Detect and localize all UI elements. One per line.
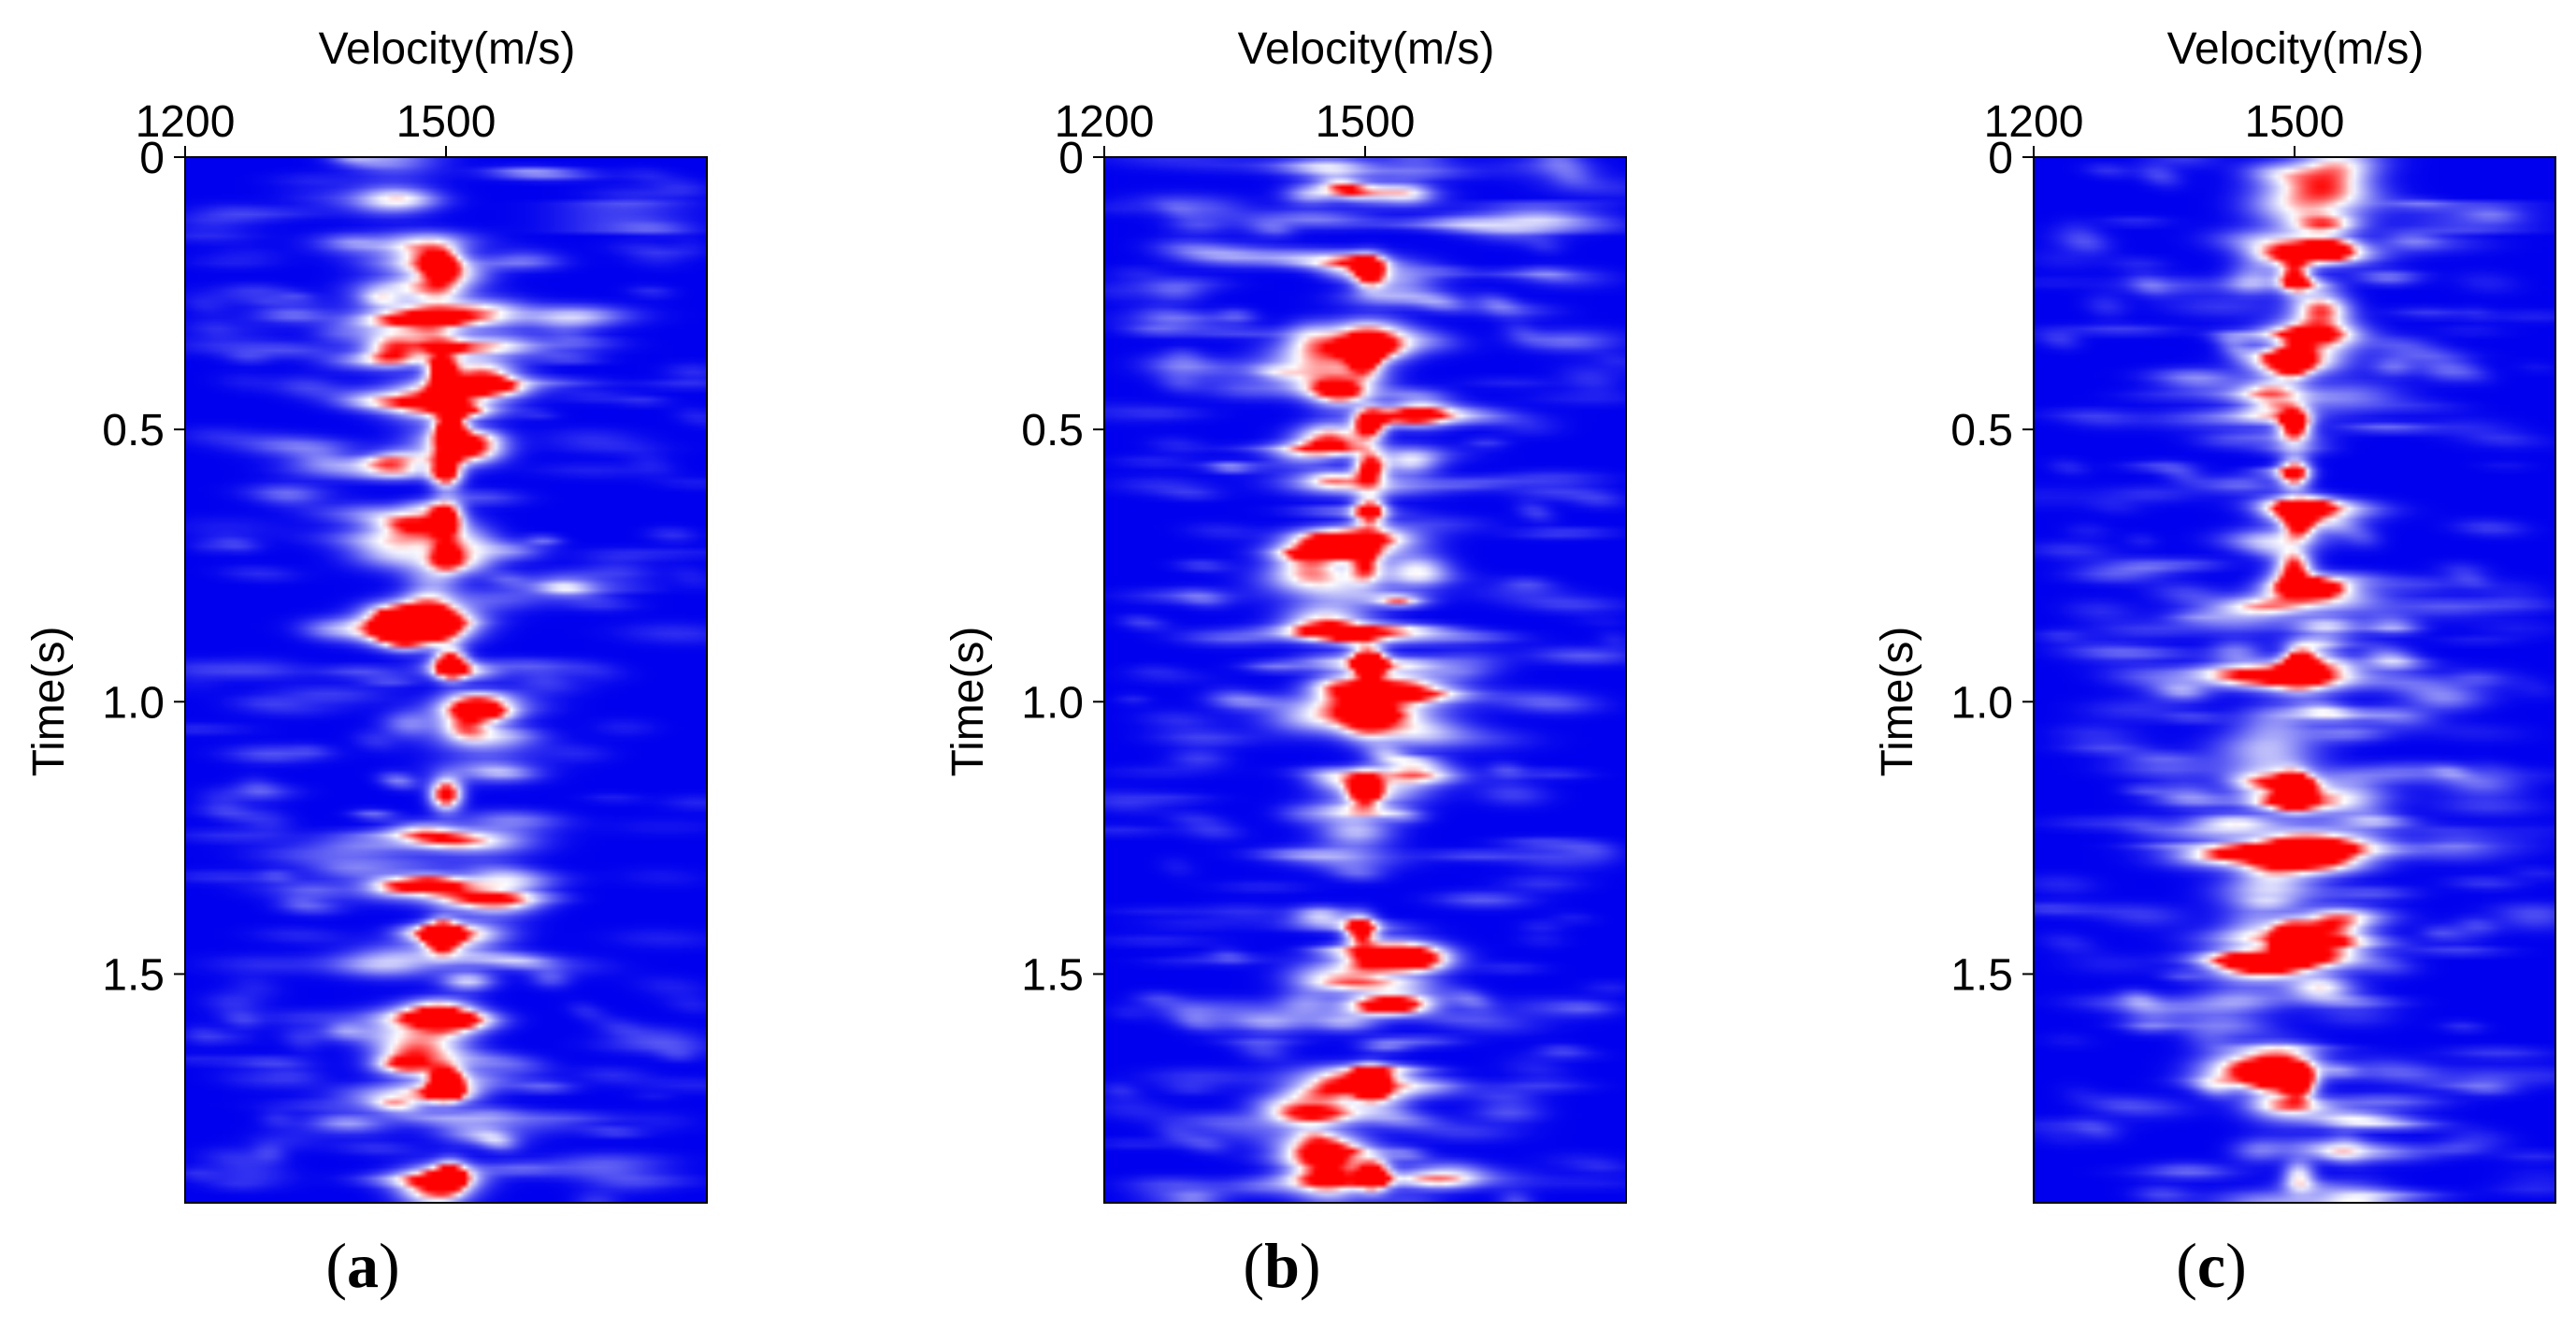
y-tick-label-b-2: 1.0 — [1021, 678, 1084, 728]
y-axis-title-c: Time(s) — [1873, 627, 1922, 777]
panel-label-b: (b) — [1243, 1230, 1320, 1301]
panel-b: 1200 1500 Velocity(m/s) 0 0.5 1.0 1.5 Time(s) (b… — [943, 24, 1627, 1301]
heatmap-a — [185, 157, 707, 1203]
panel-a: 1200 1500 Velocity(m/s) 0 0.5 1.0 1.5 Time(s) (a… — [24, 24, 708, 1301]
heatmap-b — [1104, 157, 1626, 1203]
panel-c: 1200 1500 Velocity(m/s) 0 0.5 1.0 1.5 Time(s) (c… — [1873, 24, 2556, 1301]
x-tick-label-c-0: 1200 — [1984, 97, 2084, 147]
y-tick-label-a-3: 1.5 — [102, 950, 165, 1000]
y-tick-label-b-3: 1.5 — [1021, 950, 1084, 1000]
x-tick-label-a-1: 1500 — [396, 97, 496, 147]
x-tick-label-a-0: 1200 — [136, 97, 236, 147]
x-tick-label-b-1: 1500 — [1316, 97, 1416, 147]
y-tick-label-b-1: 0.5 — [1021, 406, 1084, 455]
y-tick-label-a-2: 1.0 — [102, 678, 165, 728]
y-tick-label-a-0: 0 — [139, 134, 165, 183]
x-tick-label-c-1: 1500 — [2245, 97, 2345, 147]
y-tick-label-c-0: 0 — [1988, 134, 2013, 183]
panel-label-c: (c) — [2176, 1230, 2247, 1301]
y-tick-label-c-3: 1.5 — [1950, 950, 2013, 1000]
y-axis-title-a: Time(s) — [24, 627, 74, 777]
y-tick-label-c-2: 1.0 — [1950, 678, 2013, 728]
x-axis-title-a: Velocity(m/s) — [319, 24, 576, 74]
x-axis-title-b: Velocity(m/s) — [1238, 24, 1495, 74]
x-tick-label-b-0: 1200 — [1055, 97, 1155, 147]
y-tick-label-c-1: 0.5 — [1950, 406, 2013, 455]
y-tick-label-a-1: 0.5 — [102, 406, 165, 455]
heatmap-c — [2034, 157, 2555, 1203]
y-tick-label-b-0: 0 — [1058, 134, 1084, 183]
x-axis-title-c: Velocity(m/s) — [2167, 24, 2425, 74]
y-axis-title-b: Time(s) — [943, 627, 993, 777]
panel-label-a: (a) — [325, 1230, 399, 1301]
